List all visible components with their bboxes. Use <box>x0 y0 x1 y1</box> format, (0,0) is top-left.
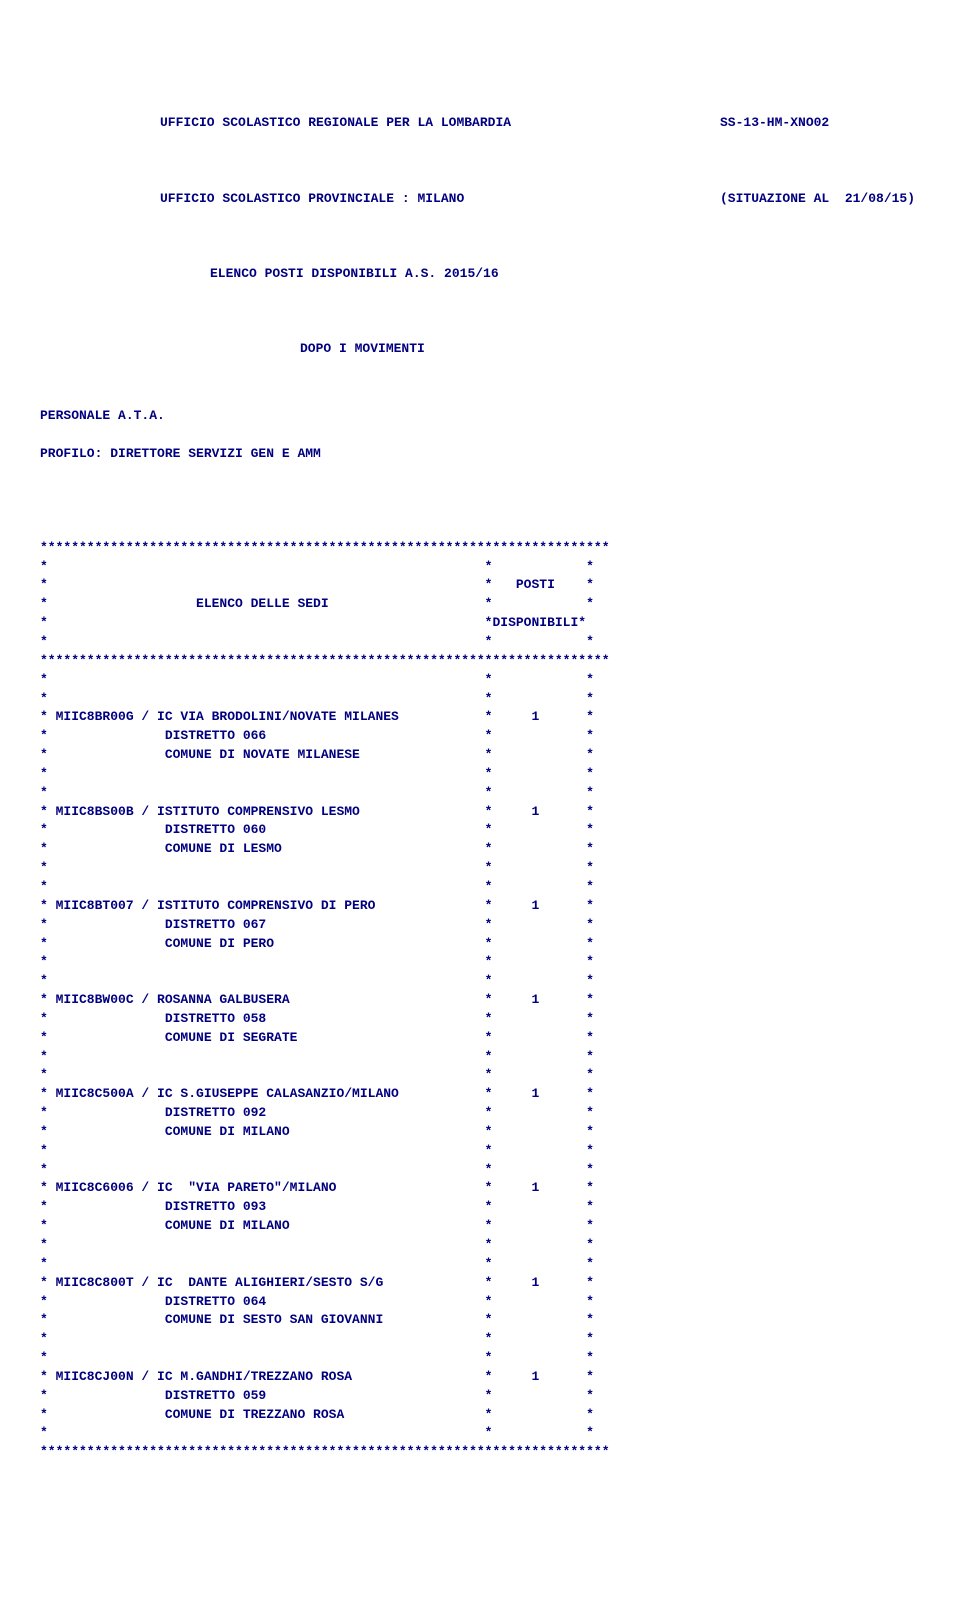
header-line1: UFFICIO SCOLASTICO REGIONALE PER LA LOMB… <box>40 114 920 133</box>
header-line2: UFFICIO SCOLASTICO PROVINCIALE : MILANO(… <box>40 190 920 209</box>
spacer <box>40 482 920 501</box>
header-line4: DOPO I MOVIMENTI <box>40 340 920 359</box>
table-area: ****************************************… <box>40 539 920 1462</box>
spacer <box>40 152 920 171</box>
spacer <box>40 227 920 246</box>
header-line3: ELENCO POSTI DISPONIBILI A.S. 2015/16 <box>40 265 920 284</box>
header-date: (SITUAZIONE AL 21/08/15) <box>720 190 915 209</box>
page-root: { "header": { "line1_left": "UFFICIO SCO… <box>40 39 920 1500</box>
header-title: UFFICIO SCOLASTICO REGIONALE PER LA LOMB… <box>40 114 720 133</box>
profilo-label: PROFILO: DIRETTORE SERVIZI GEN E AMM <box>40 445 920 464</box>
spacer <box>40 303 920 322</box>
header-office: UFFICIO SCOLASTICO PROVINCIALE : MILANO <box>40 190 720 209</box>
header-code: SS-13-HM-XNO02 <box>720 114 829 133</box>
personale-label: PERSONALE A.T.A. <box>40 407 920 426</box>
